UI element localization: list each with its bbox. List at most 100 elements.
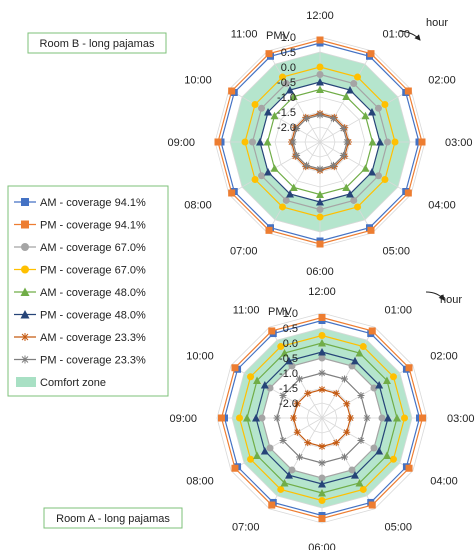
data-point: [280, 478, 289, 487]
data-point: [378, 414, 386, 422]
data-point: [228, 189, 236, 197]
data-point: [231, 364, 239, 372]
data-point: [404, 189, 412, 197]
data-point: [343, 138, 351, 146]
data-point: [286, 86, 294, 94]
data-point: [256, 138, 264, 146]
hour-label: 06:00: [308, 542, 336, 550]
data-point: [318, 459, 326, 467]
data-point: [354, 73, 361, 81]
data-point: [318, 489, 326, 497]
data-point: [289, 183, 298, 191]
hour-label-top: hour: [426, 17, 448, 29]
legend-marker: [20, 287, 30, 296]
data-point: [316, 240, 324, 248]
hour-label: 06:00: [306, 266, 334, 278]
data-point: [363, 414, 371, 422]
grid-spoke: [269, 417, 323, 510]
hour-label: 11:00: [231, 29, 258, 41]
data-point: [384, 138, 391, 146]
legend-item: AM - coverage 23.3%: [14, 332, 146, 344]
grid-spoke: [321, 326, 375, 419]
data-point: [282, 80, 290, 88]
data-point: [316, 71, 324, 78]
data-point: [318, 314, 326, 321]
data-point: [265, 226, 273, 234]
grid-spoke: [321, 417, 375, 510]
data-point: [367, 108, 376, 116]
data-point: [236, 414, 243, 422]
data-point: [243, 414, 251, 422]
data-point: [361, 164, 370, 172]
data-point: [351, 356, 359, 365]
data-point: [286, 189, 294, 198]
data-point: [401, 414, 408, 422]
data-point: [389, 455, 397, 463]
data-point: [253, 451, 262, 459]
radial-tick-label: -2.0: [279, 398, 298, 410]
data-point: [374, 104, 382, 112]
legend-marker: [21, 355, 29, 364]
hour-label: 03:00: [447, 413, 475, 425]
data-point: [367, 168, 376, 176]
radial-tick-label: 0.0: [283, 338, 298, 350]
hour-label-bottom: hour: [440, 294, 462, 306]
data-point: [368, 327, 376, 335]
data-point: [343, 428, 351, 436]
data-point: [330, 115, 337, 123]
data-point: [279, 203, 286, 211]
series-3: [249, 71, 391, 213]
data-point: [228, 87, 236, 95]
radial-tick-label: 0.0: [281, 62, 296, 74]
data-point: [418, 138, 426, 146]
data-point: [381, 101, 389, 108]
radial-tick-label: -0.5: [277, 77, 296, 89]
data-point: [252, 414, 260, 422]
data-point: [282, 196, 290, 204]
radial-tick-label: 1.0: [283, 308, 298, 320]
legend-item: AM - coverage 48.0%: [14, 287, 146, 299]
data-point: [249, 138, 256, 146]
series-4: [241, 63, 399, 221]
hour-label: 03:00: [445, 137, 473, 149]
data-point: [350, 196, 358, 204]
data-point: [285, 356, 293, 365]
radial-tick-label: 0.5: [283, 323, 298, 335]
radial-tick-label: 1.0: [281, 32, 296, 44]
data-point: [318, 480, 326, 488]
data-point: [368, 138, 377, 146]
series-5: [243, 339, 401, 497]
data-point: [332, 389, 340, 397]
legend-label: PM - coverage 23.3%: [40, 355, 146, 367]
data-point: [253, 376, 262, 384]
grid-spoke: [321, 365, 414, 419]
legend-swatch: [16, 377, 36, 387]
data-point: [330, 161, 337, 169]
data-point: [280, 349, 289, 357]
radial-tick-label: -1.0: [279, 368, 298, 380]
hour-label: 05:00: [385, 521, 413, 533]
radial-tick-label: 0.5: [281, 47, 296, 59]
data-point: [348, 466, 356, 474]
hour-label: 07:00: [230, 245, 258, 257]
data-point: [264, 108, 273, 116]
hour-label: 01:00: [385, 305, 413, 317]
series-3: [258, 354, 386, 482]
legend-label: AM - coverage 67.0%: [40, 242, 146, 254]
data-point: [359, 485, 367, 493]
legend-marker: [21, 265, 29, 274]
data-point: [316, 190, 324, 198]
radial-tick-label: -1.0: [277, 92, 296, 104]
data-point: [296, 375, 303, 383]
data-point: [318, 339, 326, 347]
data-point: [266, 384, 274, 392]
legend-item: Comfort zone: [16, 377, 106, 389]
data-point: [231, 464, 239, 472]
data-point: [258, 104, 266, 112]
data-point: [316, 165, 324, 173]
data-point: [382, 376, 391, 384]
data-point: [279, 437, 287, 444]
data-point: [273, 414, 281, 422]
radial-axis-label: PMV: [266, 30, 291, 42]
data-point: [316, 36, 324, 44]
